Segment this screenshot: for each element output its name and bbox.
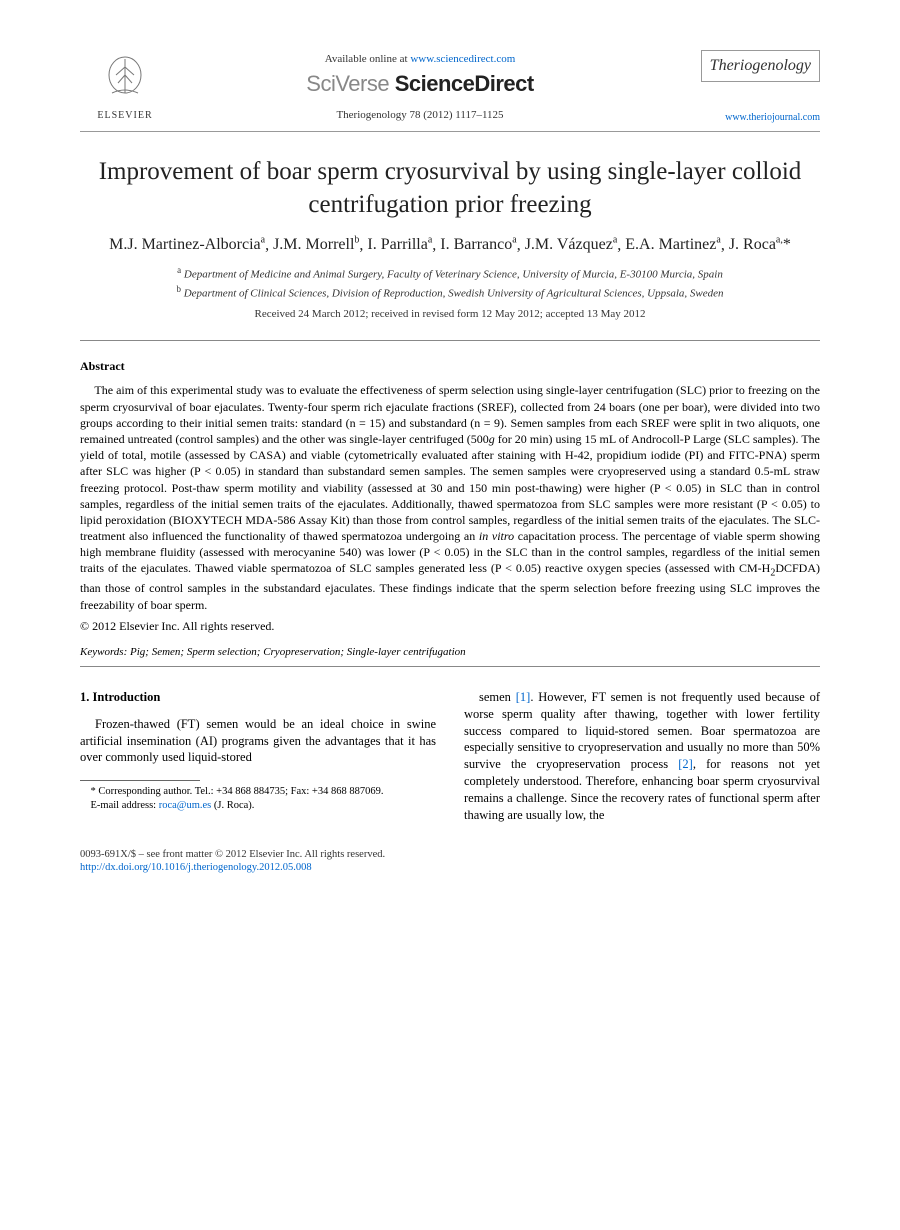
body-columns: 1. Introduction Frozen-thawed (FT) semen… bbox=[80, 689, 820, 830]
author: J. Rocaa,* bbox=[729, 236, 791, 253]
affiliation-a: a Department of Medicine and Animal Surg… bbox=[80, 264, 820, 283]
sciencedirect-link[interactable]: www.sciencedirect.com bbox=[410, 53, 515, 65]
journal-name-box: Theriogenology bbox=[701, 50, 820, 82]
right-column: semen [1]. However, FT semen is not freq… bbox=[464, 689, 820, 830]
abstract-copyright: © 2012 Elsevier Inc. All rights reserved… bbox=[80, 619, 820, 634]
abstract-body: The aim of this experimental study was t… bbox=[80, 382, 820, 612]
center-header: Available online at www.sciencedirect.co… bbox=[170, 53, 670, 121]
header-rule bbox=[80, 131, 820, 132]
right-header: Theriogenology www.theriojournal.com bbox=[670, 50, 820, 123]
corresponding-email[interactable]: roca@um.es bbox=[159, 800, 212, 811]
author: M.J. Martinez-Alborciaa bbox=[109, 236, 265, 253]
page-footer: 0093-691X/$ – see front matter © 2012 El… bbox=[80, 848, 820, 875]
citation-line: Theriogenology 78 (2012) 1117–1125 bbox=[170, 109, 670, 121]
article-title: Improvement of boar sperm cryosurvival b… bbox=[80, 156, 820, 221]
footnote-rule bbox=[80, 780, 200, 781]
keywords-list: Pig; Semen; Sperm selection; Cryopreserv… bbox=[130, 646, 466, 658]
authors-line: M.J. Martinez-Alborciaa, J.M. Morrellb, … bbox=[80, 235, 820, 254]
page-header: ELSEVIER Available online at www.science… bbox=[80, 50, 820, 123]
author: J.M. Morrellb bbox=[273, 236, 359, 253]
elsevier-tree-icon bbox=[80, 53, 170, 110]
author: I. Parrillaa bbox=[367, 236, 432, 253]
journal-url[interactable]: www.theriojournal.com bbox=[670, 112, 820, 123]
journal-article-page: ELSEVIER Available online at www.science… bbox=[0, 0, 900, 915]
publisher-name: ELSEVIER bbox=[80, 110, 170, 121]
left-column: 1. Introduction Frozen-thawed (FT) semen… bbox=[80, 689, 436, 830]
front-matter-line: 0093-691X/$ – see front matter © 2012 El… bbox=[80, 848, 820, 862]
intro-para-right: semen [1]. However, FT semen is not freq… bbox=[464, 689, 820, 824]
doi-link[interactable]: http://dx.doi.org/10.1016/j.theriogenolo… bbox=[80, 862, 312, 873]
author: E.A. Martineza bbox=[625, 236, 721, 253]
author: I. Barrancoa bbox=[440, 236, 516, 253]
intro-heading: 1. Introduction bbox=[80, 689, 436, 706]
platform-logo: SciVerse ScienceDirect bbox=[170, 71, 670, 97]
publisher-logo: ELSEVIER bbox=[80, 53, 170, 121]
pre-abstract-rule bbox=[80, 340, 820, 341]
email-footnote: E-mail address: roca@um.es (J. Roca). bbox=[80, 799, 436, 813]
article-dates: Received 24 March 2012; received in revi… bbox=[80, 308, 820, 320]
cite-ref[interactable]: [2] bbox=[678, 757, 693, 771]
author: J.M. Vázqueza bbox=[525, 236, 618, 253]
intro-para-left: Frozen-thawed (FT) semen would be an ide… bbox=[80, 716, 436, 767]
affiliation-b: b Department of Clinical Sciences, Divis… bbox=[80, 283, 820, 302]
post-abstract-rule bbox=[80, 666, 820, 667]
affiliations: a Department of Medicine and Animal Surg… bbox=[80, 264, 820, 302]
cite-ref[interactable]: [1] bbox=[516, 690, 531, 704]
abstract-heading: Abstract bbox=[80, 359, 820, 374]
available-online-line: Available online at www.sciencedirect.co… bbox=[170, 53, 670, 65]
keywords-line: Keywords: Pig; Semen; Sperm selection; C… bbox=[80, 646, 820, 658]
corresponding-footnote: * Corresponding author. Tel.: +34 868 88… bbox=[80, 785, 436, 799]
